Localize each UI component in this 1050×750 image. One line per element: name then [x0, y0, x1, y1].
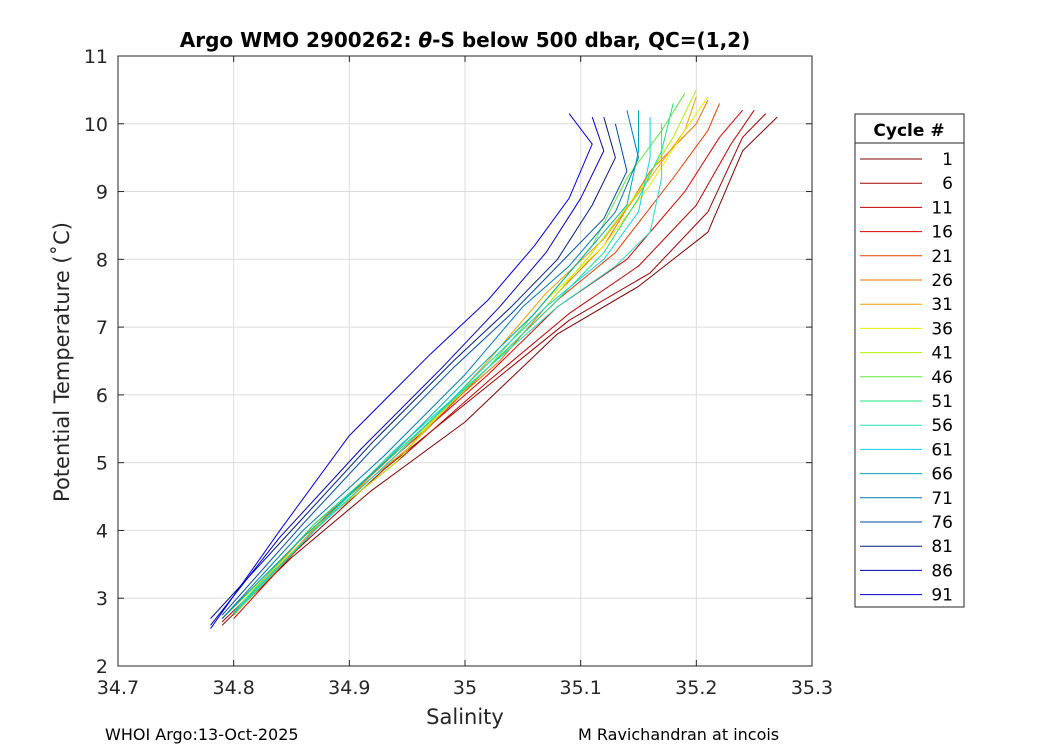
y-tick-label: 2: [96, 656, 108, 678]
y-tick-label: 6: [96, 385, 108, 407]
y-tick-label: 7: [96, 317, 108, 339]
y-tick-label: 8: [96, 249, 108, 271]
y-axis-label: Potential Temperature (˚C): [50, 222, 74, 502]
legend-label-cycle-31: 31: [931, 295, 953, 315]
legend-label-cycle-61: 61: [931, 440, 953, 460]
series-line-cycle-56: [233, 123, 663, 613]
legend-label-cycle-6: 6: [942, 174, 953, 194]
series-line-cycle-71: [221, 110, 639, 619]
series-group: [210, 89, 778, 629]
y-tick-label: 9: [96, 182, 108, 204]
legend-label-cycle-46: 46: [931, 368, 953, 388]
series-line-cycle-76: [221, 123, 628, 616]
y-tick-label: 5: [96, 453, 108, 475]
x-tick-label: 35: [453, 677, 477, 699]
series-line-cycle-91: [210, 113, 593, 629]
series-line-cycle-51: [233, 103, 674, 613]
legend-label-cycle-91: 91: [931, 586, 953, 606]
series-line-cycle-61: [233, 117, 651, 614]
legend-label-cycle-21: 21: [931, 247, 953, 267]
legend-title: Cycle #: [873, 121, 944, 141]
legend-label-cycle-16: 16: [931, 223, 953, 243]
legend-label-cycle-71: 71: [931, 489, 953, 509]
x-tick-label: 34.9: [328, 677, 370, 699]
legend-label-cycle-1: 1: [942, 150, 953, 170]
legend-label-cycle-66: 66: [931, 465, 953, 485]
legend-label-cycle-11: 11: [931, 198, 953, 218]
series-line-cycle-86: [210, 116, 605, 626]
y-tick-label: 4: [96, 520, 108, 542]
x-axis-label: Salinity: [426, 705, 504, 729]
legend-label-cycle-81: 81: [931, 537, 953, 557]
y-tick-label: 11: [84, 46, 108, 68]
x-tick-label: 35.2: [675, 677, 717, 699]
title-theta-symbol: θ: [418, 28, 432, 52]
y-tick-label: 10: [84, 114, 108, 136]
legend-label-cycle-76: 76: [931, 513, 953, 533]
series-line-cycle-6: [221, 113, 767, 623]
footer-credit-right: M Ravichandran at incois: [578, 725, 780, 744]
ticks-group: 34.7 34.8 34.9 35 35.1 35.2 35.3 2 3 4 5 6 7 8 9 10 11: [84, 46, 833, 699]
legend: Cycle # 16111621263136414651566166717681…: [854, 113, 965, 608]
chart-title: Argo WMO 2900262: θ-S below 500 dbar, QC…: [180, 28, 750, 52]
x-tick-label: 35.1: [560, 677, 602, 699]
legend-label-cycle-51: 51: [931, 392, 953, 412]
series-line-cycle-1: [221, 116, 778, 626]
x-tick-label: 35.3: [791, 677, 833, 699]
legend-box: [854, 113, 965, 608]
x-tick-label: 34.8: [213, 677, 255, 699]
x-tick-label: 34.7: [97, 677, 139, 699]
y-tick-label: 3: [96, 588, 108, 610]
series-line-cycle-66: [221, 110, 639, 619]
footer-credit-left: WHOI Argo:13-Oct-2025: [105, 725, 299, 744]
legend-label-cycle-26: 26: [931, 271, 953, 291]
legend-label-cycle-41: 41: [931, 344, 953, 364]
legend-label-cycle-36: 36: [931, 319, 953, 339]
legend-label-cycle-86: 86: [931, 561, 953, 581]
legend-label-cycle-56: 56: [931, 416, 953, 436]
series-line-cycle-81: [210, 116, 616, 619]
